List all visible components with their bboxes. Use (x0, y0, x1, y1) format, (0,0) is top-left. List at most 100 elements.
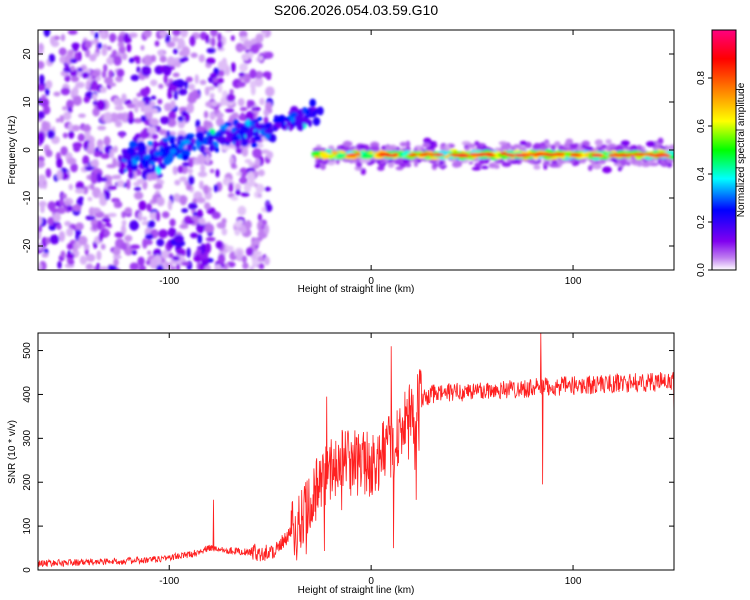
spectrogram-cell (88, 140, 95, 151)
spectrogram-cell (96, 250, 102, 261)
spectrogram-cell (254, 121, 260, 129)
snr-x-axis-title: Height of straight line (km) (298, 585, 415, 596)
spectrogram-y-ticks: -20 -10 0 10 20 (22, 48, 674, 253)
spectrogram-x-tick-label: 0 (368, 276, 374, 287)
spectrogram-cell (258, 263, 265, 270)
spectrogram-cell (209, 72, 218, 79)
spectrogram-cell (249, 266, 255, 270)
colorbar: 0.0 0.2 0.4 0.6 0.8 Normalized spectral ampl… (696, 29, 747, 277)
spectrogram-cell (179, 224, 189, 229)
spectrogram-cell (128, 110, 134, 121)
spectrogram-cell (90, 30, 95, 36)
spectrogram-cell (217, 40, 223, 50)
spectrogram-cell (236, 81, 246, 88)
spectrogram-cell (47, 201, 56, 211)
spectrogram-cell (260, 224, 265, 230)
spectrogram-cell (115, 174, 122, 180)
spectrogram-image (38, 30, 674, 270)
spectrogram-cell (214, 146, 220, 153)
spectrogram-cell (147, 126, 157, 134)
spectrogram-cell (215, 240, 223, 249)
spectrogram-cell (308, 113, 314, 118)
spectrogram-cell (143, 30, 152, 38)
spectrogram-cell (94, 31, 99, 40)
spectrogram-cell (220, 138, 225, 146)
spectrogram-cell (170, 100, 176, 109)
spectrogram-cell (336, 145, 342, 151)
spectrogram-cell (354, 152, 362, 156)
spectrogram-cell (78, 113, 86, 118)
spectrogram-cell (98, 144, 104, 152)
spectrogram-cell (235, 122, 242, 130)
spectrogram-cell (312, 117, 321, 126)
spectrogram-cell (45, 80, 53, 89)
spectrogram-cell (99, 86, 107, 94)
spectrogram-cell (99, 30, 107, 40)
spectrogram-cell (224, 30, 233, 33)
spectrogram-cell (205, 101, 213, 108)
spectrogram-cell (45, 237, 51, 245)
spectrogram-cell (146, 260, 151, 266)
spectrogram-cell (133, 117, 143, 124)
spectrogram-cell (174, 179, 181, 186)
spectrogram-cell (226, 93, 236, 102)
spectrogram-cell (67, 106, 72, 113)
spectrogram-cell (110, 112, 119, 123)
spectrogram-cell (280, 120, 286, 130)
spectrogram-cell (66, 205, 74, 212)
spectrogram-cell (41, 120, 48, 132)
spectrogram-cell (253, 135, 262, 142)
spectrogram-cell (245, 110, 255, 121)
spectrogram-cell (481, 165, 489, 170)
spectrogram-cell (163, 102, 172, 112)
spectrogram-cell (303, 118, 311, 125)
spectrogram-cell (600, 144, 608, 149)
spectrogram-cell (167, 86, 172, 95)
spectrogram-cell (66, 252, 75, 260)
spectrogram-cell (90, 173, 98, 184)
spectrogram-cell (142, 238, 148, 249)
spectrogram-cell (205, 242, 212, 254)
spectrogram-cell (196, 197, 206, 204)
spectrogram-cell (265, 203, 273, 212)
spectrogram-cell (247, 100, 255, 107)
spectrogram-cell (118, 45, 126, 54)
spectrogram-cell (60, 146, 68, 156)
spectrogram-cell (114, 231, 124, 238)
spectrogram-cell (89, 160, 100, 167)
spectrogram-cell (181, 208, 189, 214)
spectrogram-cell (250, 44, 260, 54)
spectrogram-cell (60, 33, 66, 42)
spectrogram-cell (129, 262, 139, 270)
spectrogram-cell (136, 100, 146, 108)
spectrogram-cell (100, 243, 106, 250)
spectrogram-cell (186, 102, 195, 114)
spectrogram-cell (239, 106, 248, 112)
spectrogram-cell (150, 54, 157, 63)
spectrogram-cell (533, 142, 541, 149)
spectrogram-cell (107, 212, 117, 218)
spectrogram-cell (49, 208, 60, 213)
spectrogram-cell (56, 169, 63, 181)
spectrogram-cell (156, 196, 165, 207)
spectrogram-cell (81, 124, 92, 132)
spectrogram-cell (219, 124, 229, 130)
spectrogram-cell (249, 68, 257, 79)
spectrogram-cell (413, 160, 419, 167)
spectrogram-cell (618, 153, 631, 157)
snr-x-tick-label: -100 (159, 576, 179, 587)
spectrogram-cell (240, 192, 250, 197)
spectrogram-cell (167, 118, 177, 127)
spectrogram-cell (140, 115, 147, 123)
spectrogram-cell (70, 65, 75, 72)
spectrogram-cell (159, 55, 167, 63)
spectrogram-cell (38, 174, 46, 183)
spectrogram-cell (89, 183, 95, 190)
spectrogram-cell (305, 109, 311, 116)
spectrogram-cell (66, 243, 74, 250)
spectrogram-cell (38, 242, 43, 251)
spectrogram-cell (180, 30, 189, 38)
spectrogram-blobs (38, 30, 674, 270)
spectrogram-cell (129, 140, 138, 149)
spectrogram-cell (99, 177, 108, 182)
